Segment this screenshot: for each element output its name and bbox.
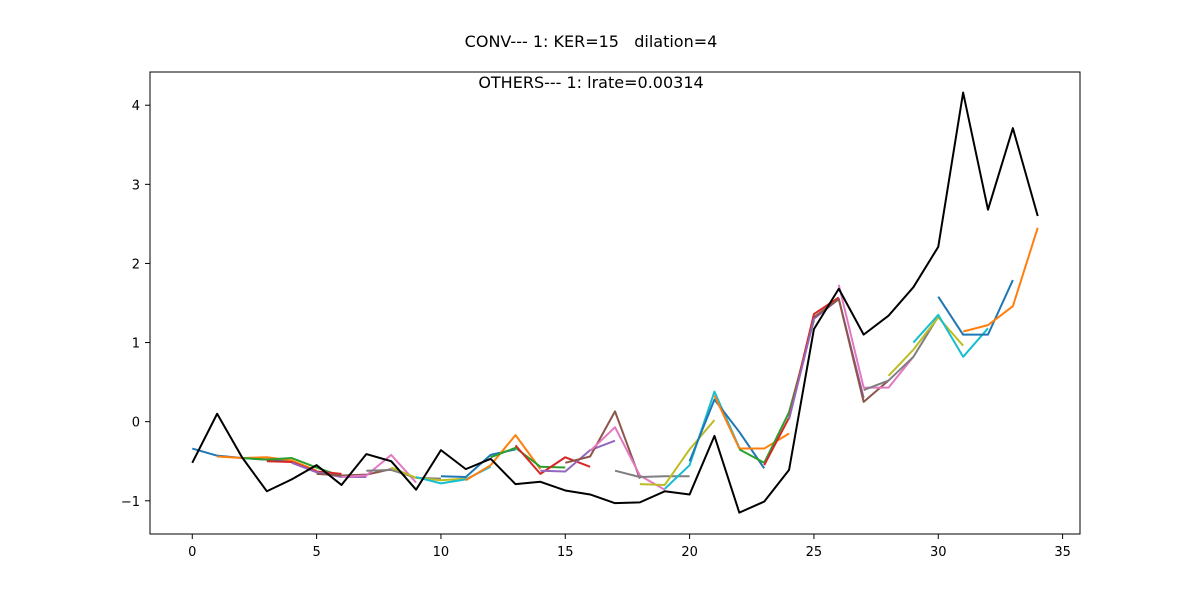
x-tick-label: 5 xyxy=(312,545,320,560)
forecast-series-line-32 xyxy=(962,227,1039,333)
forecast-series-line-15 xyxy=(540,439,616,473)
forecast-series-line-9 xyxy=(390,466,466,482)
forecast-series-line-27 xyxy=(837,284,915,389)
x-tick-label: 30 xyxy=(930,545,947,560)
actual-series-line xyxy=(191,91,1039,514)
forecast-series-line-29 xyxy=(887,316,964,377)
y-tick-label: 3 xyxy=(132,178,140,193)
x-tick-label: 10 xyxy=(433,545,450,560)
chart-subtitle: OTHERS--- 1: lrate=0.00314 xyxy=(478,73,703,92)
forecast-series-line-3 xyxy=(241,457,342,478)
y-tick-label: 4 xyxy=(132,99,140,114)
y-tick-label: −1 xyxy=(121,495,140,510)
forecast-series-line-21 xyxy=(688,398,766,469)
axes-frame xyxy=(149,71,1081,535)
forecast-series-line-30 xyxy=(912,313,989,358)
y-tick-label: 2 xyxy=(132,257,140,272)
y-tick-label: 1 xyxy=(132,337,140,352)
forecast-series-line-19 xyxy=(639,419,716,486)
forecast-series-line-13 xyxy=(490,446,566,469)
forecast-series-line-7 xyxy=(341,453,417,484)
ticks: 0 5 10 15 20 25 30 35 −1 0 1 2 3 4 xyxy=(121,99,1071,560)
forecast-series-line-28 xyxy=(863,315,940,391)
forecast-series-line-31 xyxy=(937,279,1014,336)
truth-layer xyxy=(191,91,1039,514)
x-tick-label: 35 xyxy=(1054,545,1071,560)
chart-title: CONV--- 1: KER=15 dilation=4 xyxy=(465,32,718,51)
x-tick-label: 20 xyxy=(681,545,698,560)
forecast-series-line-12 xyxy=(465,434,542,482)
x-tick-label: 25 xyxy=(806,545,823,560)
plot-area: 0 5 10 15 20 25 30 35 −1 0 1 2 3 4 xyxy=(121,71,1081,560)
x-tick-label: 15 xyxy=(557,545,574,560)
x-tick-label: 0 xyxy=(188,545,196,560)
y-tick-label: 0 xyxy=(132,416,140,431)
forecast-series-line-17 xyxy=(589,426,666,491)
forecast-series-line-2 xyxy=(217,455,317,472)
forecast-series-line-16 xyxy=(565,410,641,479)
